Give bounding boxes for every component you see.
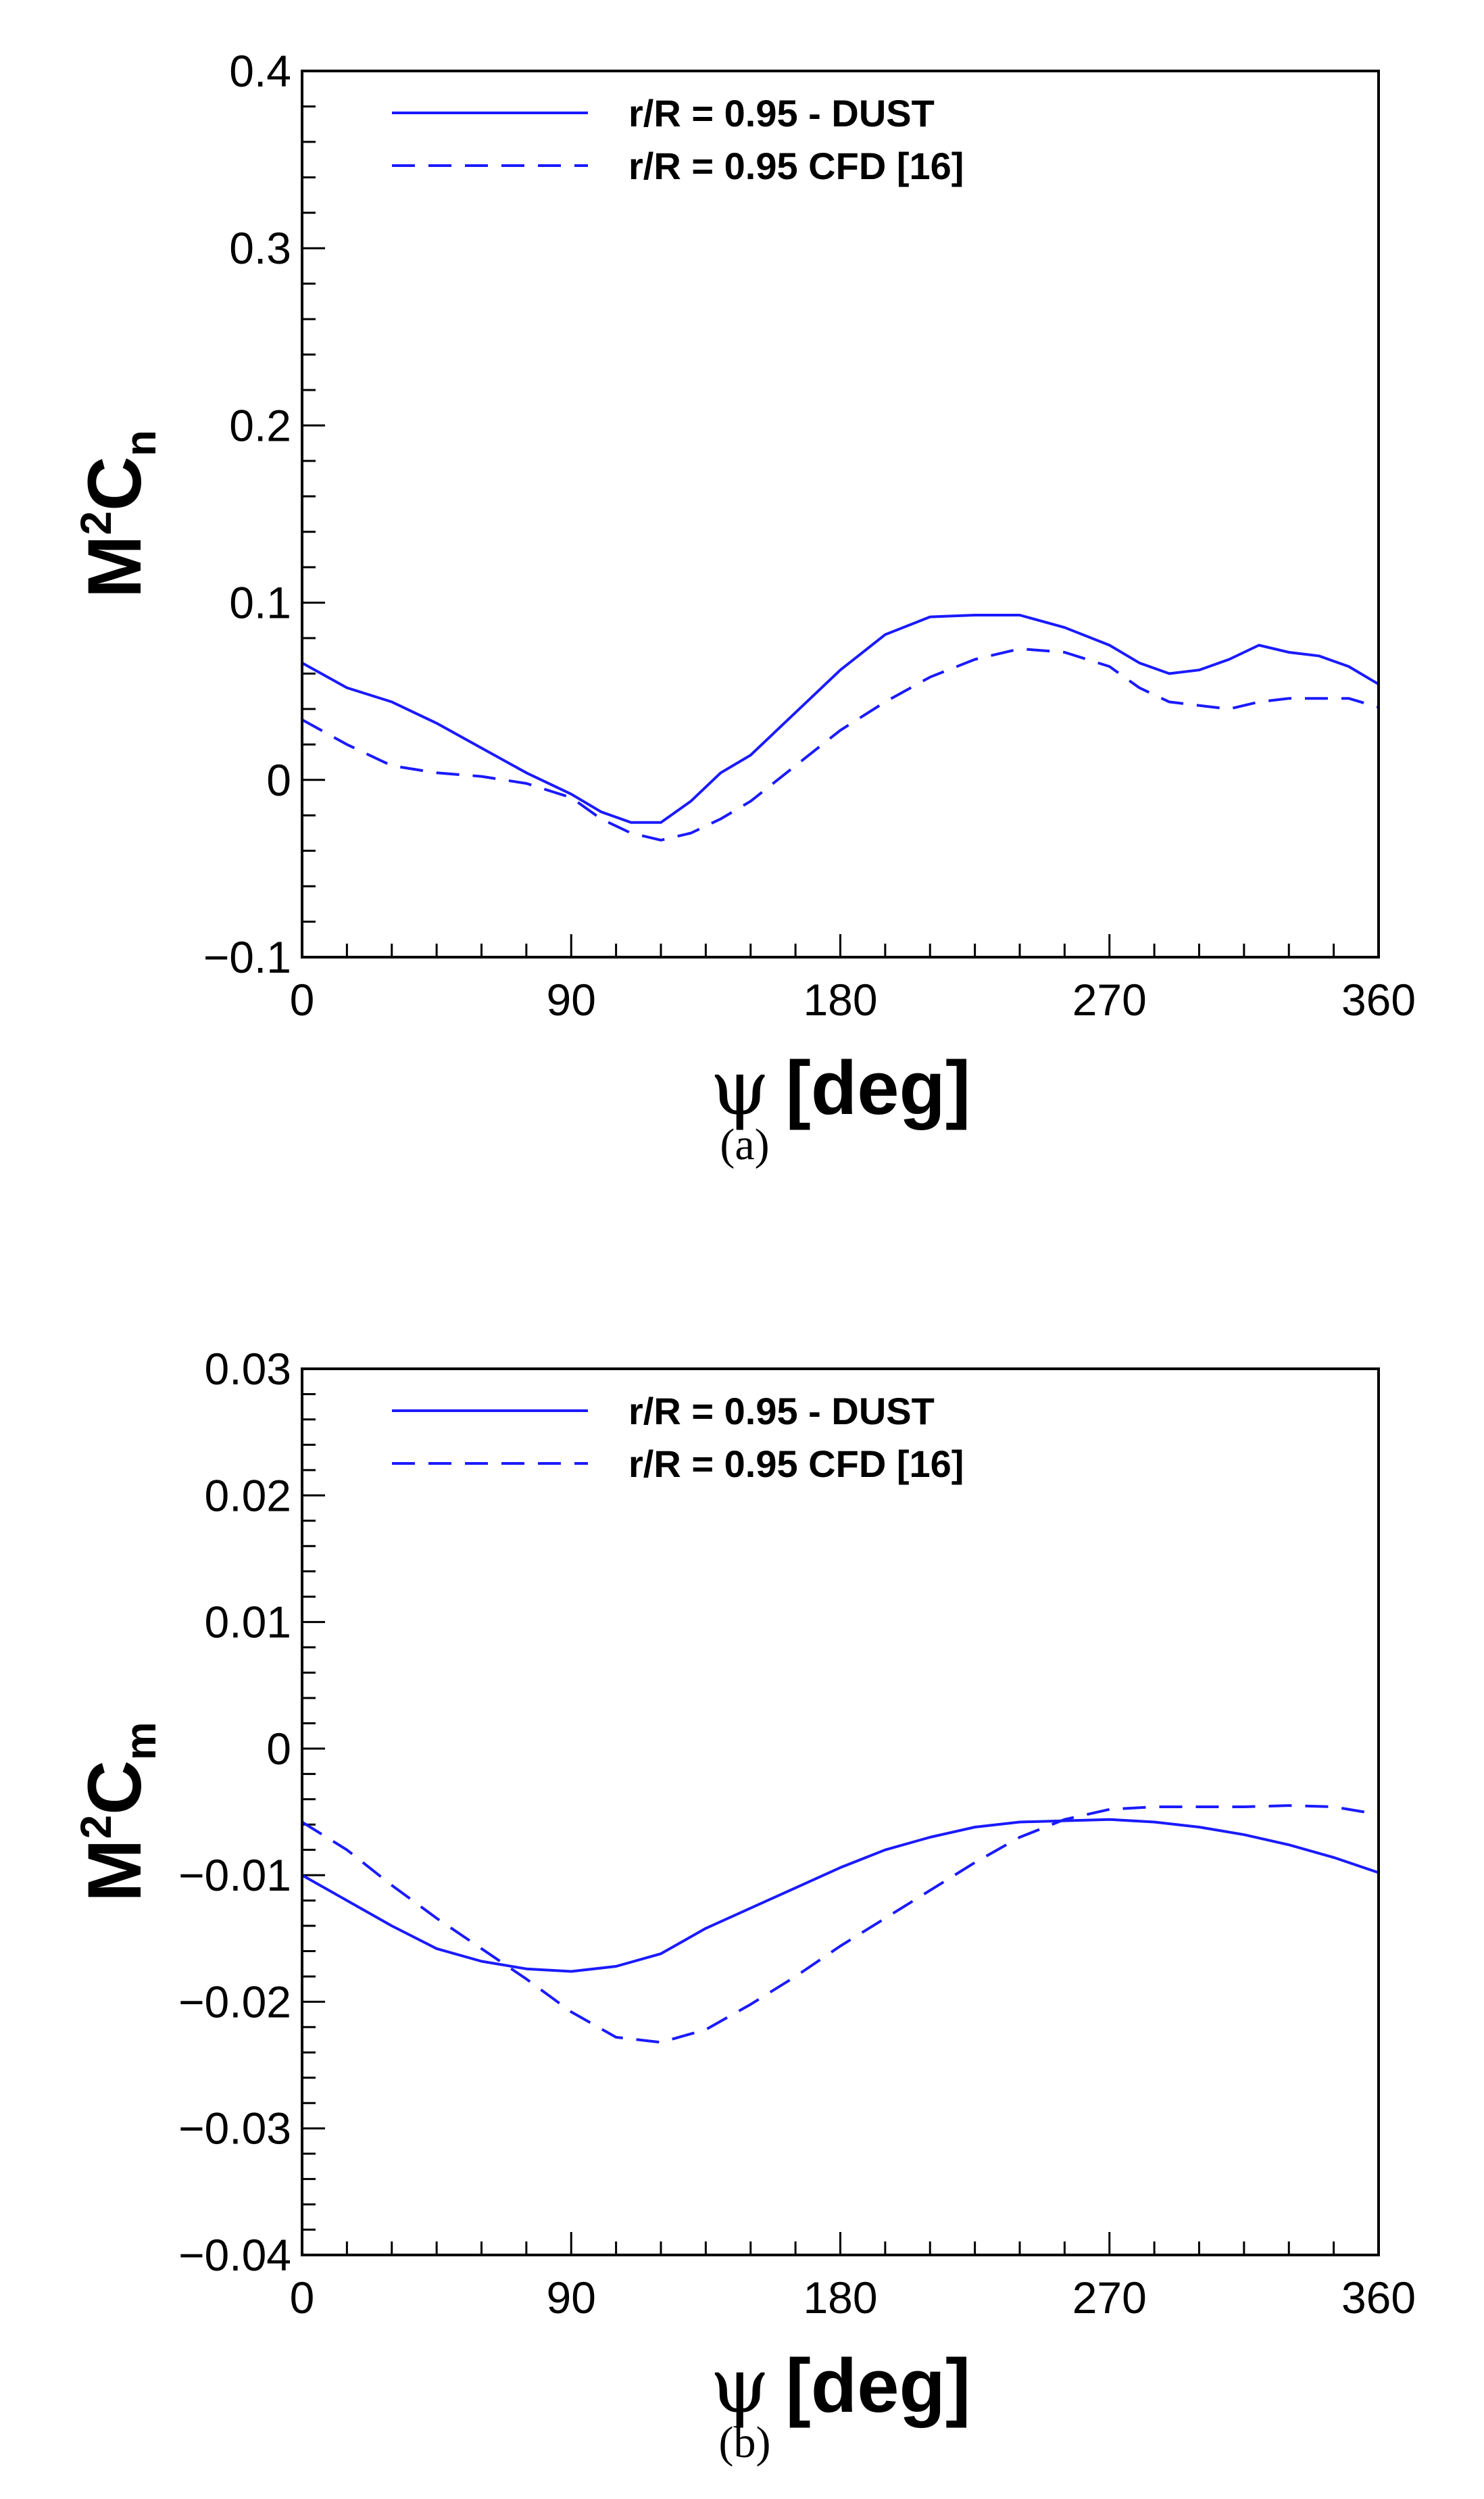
x-tick-label-a-2: 180 bbox=[803, 975, 877, 1025]
x-tick-label-b-3: 270 bbox=[1072, 2273, 1147, 2323]
y-tick-labels-b: −0.04 −0.03 −0.02 −0.01 0 0.01 0.02 0.03 bbox=[178, 1344, 291, 2280]
y-tick-label-b-0: −0.04 bbox=[178, 2230, 291, 2280]
x-axis-unit-a: [deg] bbox=[786, 1046, 971, 1130]
plot-frame-b bbox=[301, 1367, 1380, 2256]
y-tick-label-b-3: −0.01 bbox=[178, 1850, 291, 1900]
x-tick-label-b-0: 0 bbox=[290, 2273, 315, 2323]
y-tick-label-a-1: 0 bbox=[266, 755, 291, 805]
y-axis-subscript-b: m bbox=[116, 1722, 165, 1760]
x-axis-symbol-b: ψ bbox=[710, 2342, 770, 2430]
y-axis-superscript-b: 2 bbox=[72, 1815, 120, 1839]
y-tick-label-b-5: 0.01 bbox=[205, 1597, 291, 1647]
series-lines-b bbox=[301, 1804, 1379, 2044]
x-tick-label-a-1: 90 bbox=[547, 975, 596, 1025]
y-tick-label-a-0: −0.1 bbox=[203, 932, 291, 982]
legend-b: r/R = 0.95 - DUST r/R = 0.95 CFD [16] bbox=[392, 1390, 964, 1485]
y-tick-label-a-5: 0.4 bbox=[229, 46, 291, 96]
y-axis-variable-a: C bbox=[72, 456, 157, 511]
legend-label-cfd-a: r/R = 0.95 CFD [16] bbox=[628, 145, 964, 187]
x-axis-title-b: ψ [deg] bbox=[710, 2342, 971, 2430]
x-tick-labels-b: 0 90 180 270 360 bbox=[290, 2273, 1416, 2323]
y-tick-labels-a: −0.1 0 0.1 0.2 0.3 0.4 bbox=[203, 46, 291, 982]
y-tick-label-a-3: 0.2 bbox=[229, 400, 291, 450]
y-axis-title-a: M2Cn bbox=[72, 430, 165, 598]
x-tick-label-a-4: 360 bbox=[1341, 975, 1416, 1025]
y-tick-label-b-1: −0.03 bbox=[178, 2104, 291, 2154]
caption-a: (a) bbox=[720, 1120, 769, 1169]
legend-label-dust-a: r/R = 0.95 - DUST bbox=[628, 92, 935, 135]
y-axis-subscript-a: n bbox=[116, 430, 165, 456]
y-tick-label-a-2: 0.1 bbox=[229, 578, 291, 628]
y-tick-label-b-6: 0.02 bbox=[205, 1470, 291, 1520]
legend-label-dust-b: r/R = 0.95 - DUST bbox=[628, 1390, 935, 1432]
x-tick-label-b-1: 90 bbox=[547, 2273, 596, 2323]
y-tick-label-b-4: 0 bbox=[266, 1724, 291, 1774]
chart-panel-a: 0 90 180 270 360 −0.100.10.20.30.4 r/R = 0.9… bbox=[72, 46, 1416, 1169]
x-tick-label-b-2: 180 bbox=[803, 2273, 877, 2323]
series-lines-a bbox=[301, 614, 1380, 842]
series-line-cfd-a bbox=[301, 647, 1379, 842]
caption-b: (b) bbox=[719, 2418, 771, 2467]
x-axis-symbol-a: ψ bbox=[710, 1044, 770, 1132]
legend-a: r/R = 0.95 - DUST r/R = 0.95 CFD [16] bbox=[392, 92, 964, 187]
chart-panel-b: 0 90 180 270 360 −0.04 −0.03 −0.02 −0.01 0 0.01 0.… bbox=[72, 1344, 1416, 2467]
series-line-dust-a bbox=[301, 614, 1380, 824]
x-tick-label-a-0: 0 bbox=[290, 975, 315, 1025]
y-axis-superscript-a: 2 bbox=[72, 511, 120, 535]
y-axis-variable-b: C bbox=[72, 1760, 157, 1815]
y-axis-base-b: M bbox=[72, 1839, 157, 1902]
x-axis-unit-b: [deg] bbox=[786, 2344, 971, 2428]
y-axis-title-b: M2Cm bbox=[72, 1722, 165, 1902]
plot-frame-a bbox=[301, 70, 1380, 959]
y-tick-label-b-7: 0.03 bbox=[205, 1344, 291, 1394]
legend-label-cfd-b: r/R = 0.95 CFD [16] bbox=[628, 1442, 964, 1485]
series-line-dust-b bbox=[301, 1818, 1379, 1973]
y-tick-label-b-2: −0.02 bbox=[178, 1976, 291, 2027]
y-axis-base-a: M bbox=[72, 535, 157, 598]
x-tick-label-a-3: 270 bbox=[1072, 975, 1147, 1025]
x-tick-labels-a: 0 90 180 270 360 bbox=[290, 975, 1416, 1025]
series-line-cfd-b bbox=[301, 1804, 1379, 2044]
y-tick-label-a-4: 0.3 bbox=[229, 223, 291, 273]
x-tick-label-b-4: 360 bbox=[1341, 2273, 1416, 2323]
x-axis-title-a: ψ [deg] bbox=[710, 1044, 971, 1132]
